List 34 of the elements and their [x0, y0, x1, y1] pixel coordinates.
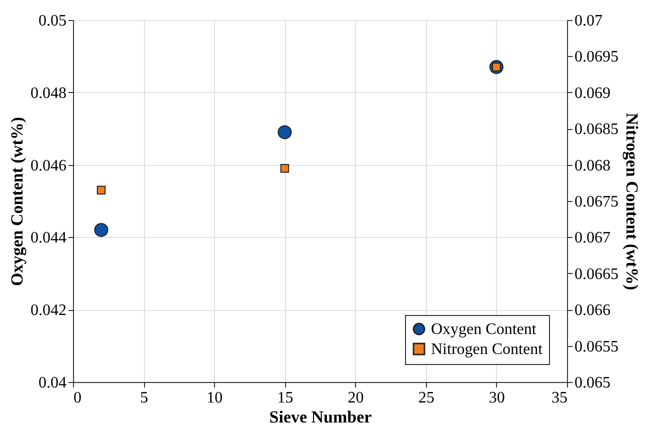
point	[280, 164, 290, 173]
y-tick-label: 0.048	[30, 84, 66, 102]
y2-tick-label: 0.066	[574, 302, 610, 320]
y-tick-label: 0.04	[38, 374, 66, 392]
point	[94, 222, 108, 237]
y-axis-title: Oxygen Content (wt%)	[8, 116, 26, 286]
x-tick-label: 20	[348, 390, 364, 406]
y-tick-label: 0.044	[30, 230, 66, 247]
y2-tick-label: 0.0655	[574, 338, 618, 356]
y-tick-label: 0.05	[38, 12, 66, 30]
y2-tick-label: 0.068	[574, 157, 610, 174]
y2-tick-label: 0.0675	[574, 194, 618, 210]
y-tick-label: 0.046	[30, 157, 66, 174]
x-tick-label: 15	[277, 390, 294, 406]
x-axis-title: Sieve Number	[269, 408, 372, 426]
x-tick-label: 10	[206, 390, 223, 406]
y2-axis-title: Nitrogen Content (wt%)	[622, 112, 642, 290]
y2-tick-label: 0.0685	[574, 121, 618, 138]
legend-label: Oxygen Content	[431, 321, 537, 338]
y2-tick-label: 0.069	[574, 84, 610, 102]
x-tick-label: 35	[552, 390, 568, 406]
point	[96, 186, 106, 195]
legend-label: Nitrogen Content	[431, 341, 544, 358]
x-tick-label: 0	[74, 390, 82, 406]
x-tick-label: 30	[488, 390, 505, 406]
y-tick-label: 0.042	[30, 302, 66, 320]
x-tick-label: 5	[140, 390, 148, 406]
y2-tick-label: 0.07	[574, 12, 602, 30]
y2-tick-label: 0.067	[574, 230, 610, 247]
y2-tick-label: 0.0695	[574, 48, 618, 66]
point	[278, 125, 292, 140]
y2-tick-label: 0.0665	[574, 266, 618, 283]
x-tick-label: 25	[418, 390, 434, 406]
y2-tick-label: 0.065	[574, 374, 610, 392]
